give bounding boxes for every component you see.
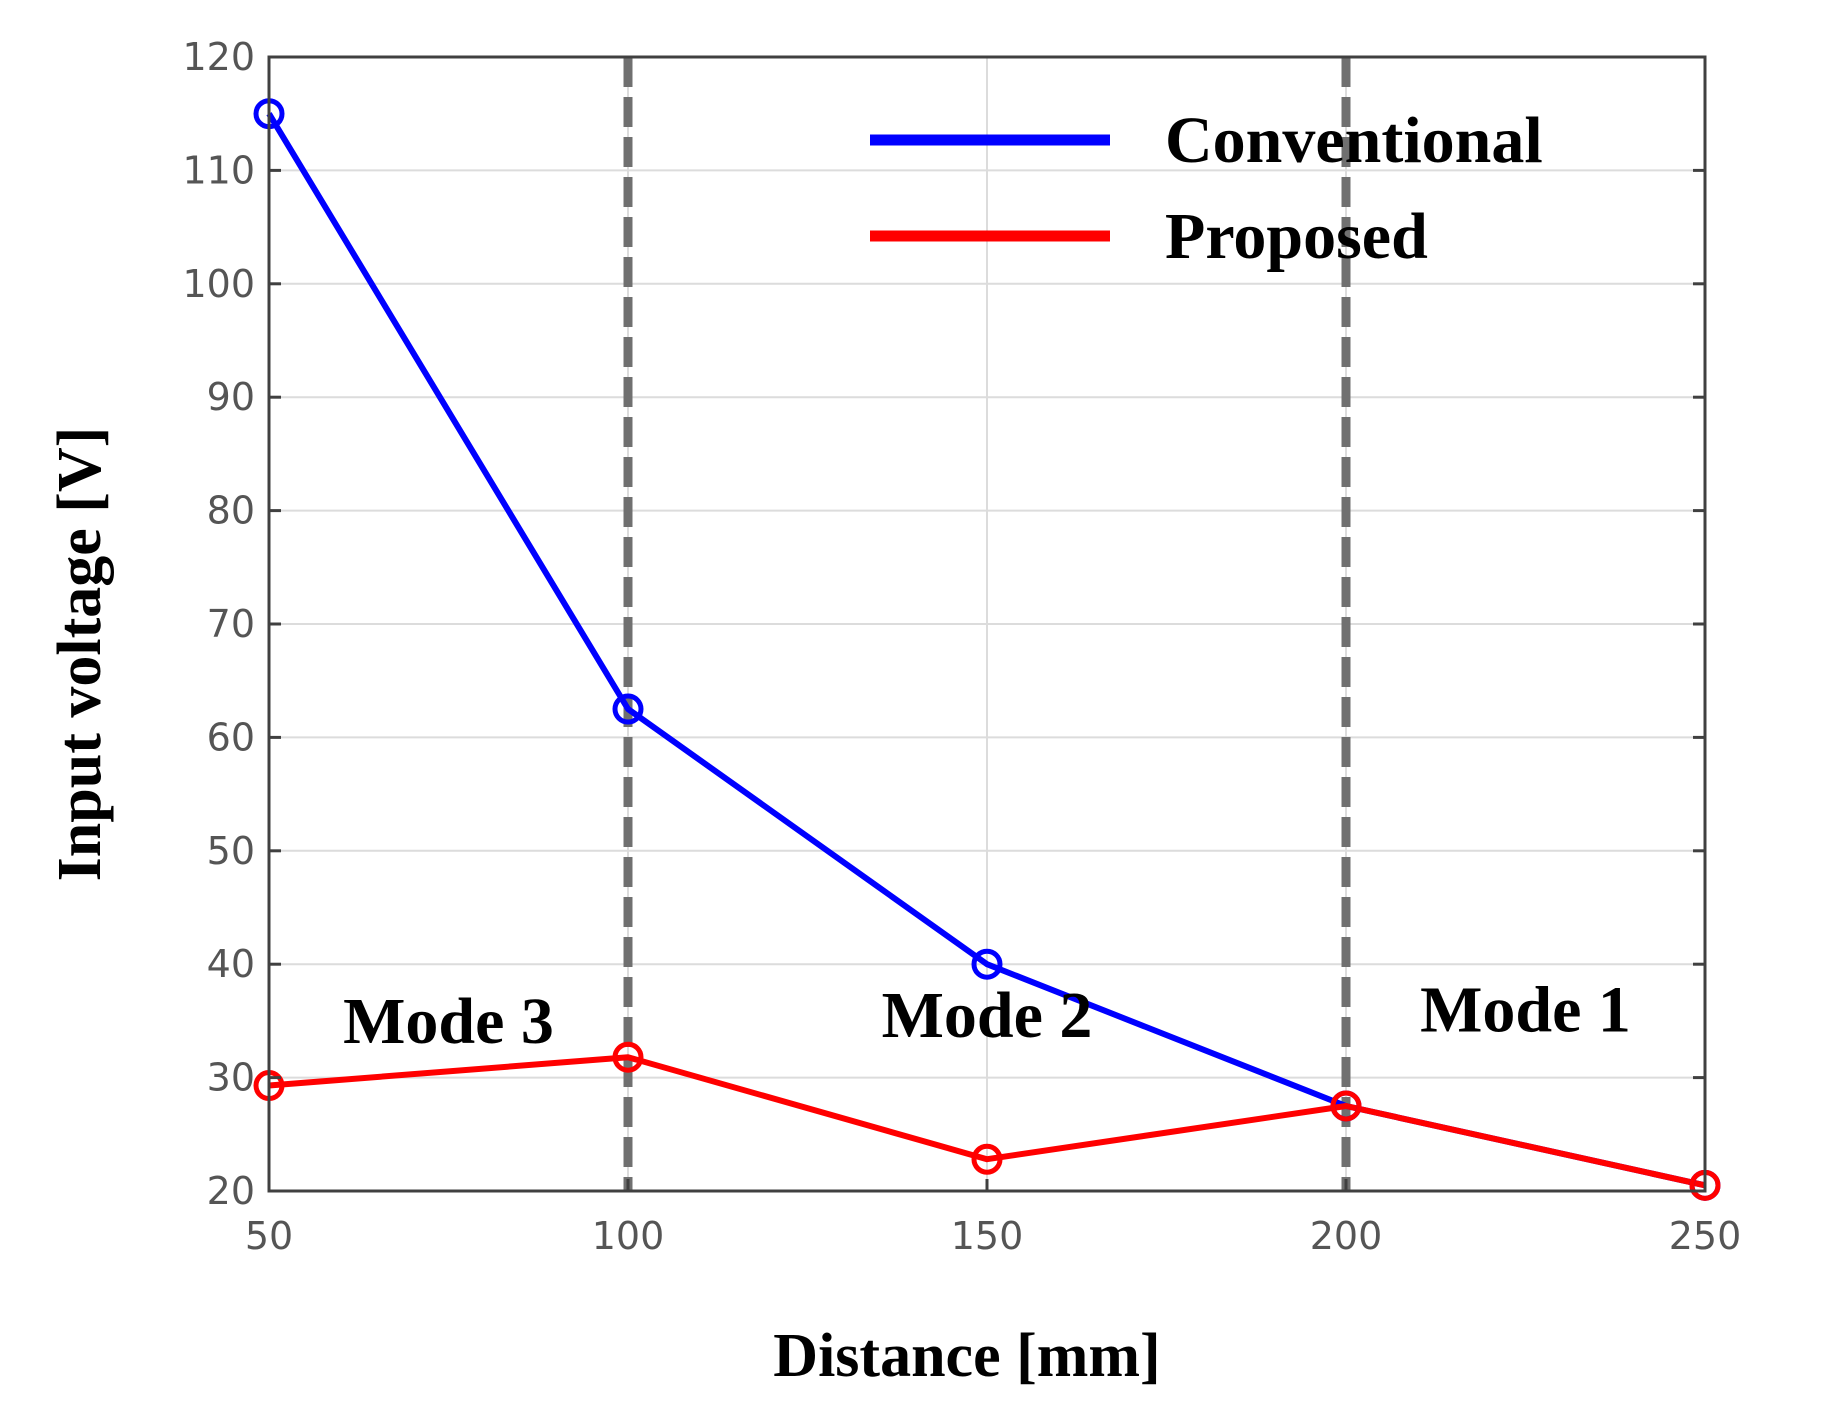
series-line-proposed <box>268 1054 1706 1189</box>
y-tick-label: 30 <box>207 1056 255 1100</box>
mode-label: Mode 1 <box>1420 974 1631 1047</box>
y-tick-label: 60 <box>207 715 255 759</box>
tick-labels: 20 30 40 50 60 70 80 90 100 110 120 50 100 150 200 250 <box>182 35 1741 1258</box>
mode-label: Mode 3 <box>343 985 554 1058</box>
y-tick-label: 100 <box>182 262 255 306</box>
data-point-proposed <box>971 1143 1003 1175</box>
x-tick-label: 200 <box>1310 1214 1383 1258</box>
x-tick-label: 100 <box>592 1214 665 1258</box>
y-tick-label: 50 <box>207 829 255 873</box>
mode-label: Mode 2 <box>882 979 1093 1052</box>
x-tick-label: 150 <box>951 1214 1024 1258</box>
y-tick-label: 20 <box>207 1169 255 1213</box>
y-axis-title: Input voltage [V] <box>46 427 114 882</box>
data-point-conventional <box>971 948 1003 980</box>
mode-annotations: Mode 3 Mode 2 Mode 1 <box>343 974 1631 1058</box>
data-point-proposed <box>612 1041 644 1073</box>
legend-label-proposed: Proposed <box>1165 200 1428 273</box>
y-tick-label: 40 <box>207 942 255 986</box>
y-tick-label: 110 <box>182 148 255 192</box>
legend-label-conventional: Conventional <box>1165 104 1543 177</box>
x-axis-title: Distance [mm] <box>773 1322 1160 1390</box>
x-tick-label: 250 <box>1669 1214 1742 1258</box>
y-tick-label: 90 <box>207 375 255 419</box>
y-tick-label: 120 <box>182 35 255 79</box>
data-point-proposed <box>1330 1090 1362 1122</box>
x-tick-label: 50 <box>245 1214 293 1258</box>
y-tick-label: 70 <box>207 602 255 646</box>
data-point-conventional <box>612 693 644 725</box>
legend: Conventional Proposed <box>870 104 1543 273</box>
mode-boundaries <box>623 57 1351 1191</box>
series-lines <box>266 112 1706 1189</box>
y-tick-label: 80 <box>207 489 255 533</box>
